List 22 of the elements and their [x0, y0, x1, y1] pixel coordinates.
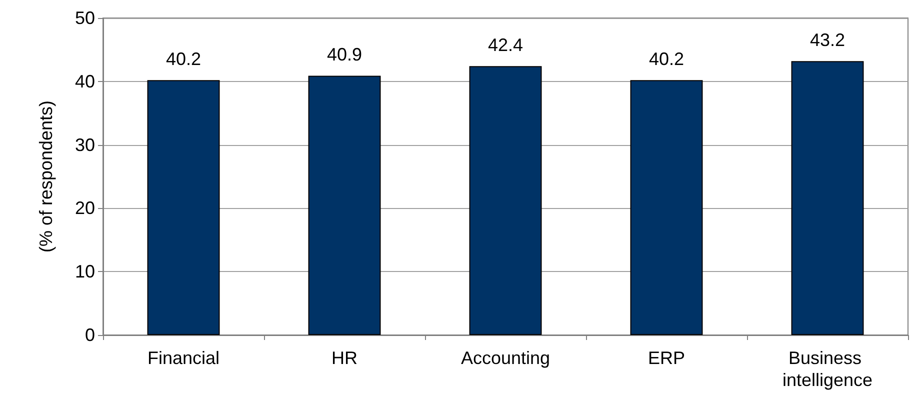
data-label: 40.2	[166, 49, 202, 70]
x-tick-label: Financial	[147, 348, 220, 368]
bar	[630, 80, 703, 335]
x-tick-label: HR	[332, 348, 358, 368]
y-tick-label: 30	[74, 134, 95, 155]
x-tick-label: Business intelligence	[782, 348, 873, 390]
data-label: 43.2	[810, 30, 846, 50]
x-tick-label: Accounting	[460, 348, 550, 368]
data-label: 42.4	[488, 35, 524, 56]
y-tick-label: 10	[74, 262, 95, 282]
y-tick-label: 40	[74, 71, 95, 92]
x-tick-label: ERP	[648, 348, 686, 368]
y-tick-label: 50	[74, 8, 95, 28]
bar	[469, 66, 542, 335]
bar	[791, 61, 864, 335]
data-label: 40.2	[648, 49, 684, 70]
y-tick-label: 20	[74, 198, 95, 218]
y-axis-title: (% of respondents)	[36, 100, 56, 253]
data-label: 40.9	[326, 44, 362, 65]
bar	[147, 80, 220, 335]
y-tick-label: 0	[84, 325, 95, 345]
bar	[308, 76, 381, 335]
